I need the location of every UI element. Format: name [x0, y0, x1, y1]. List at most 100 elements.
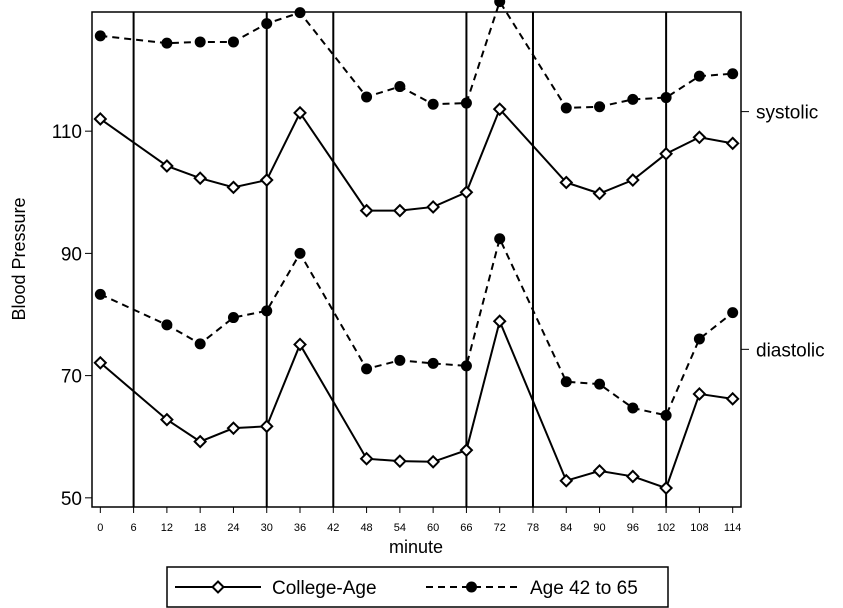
- y-tick-label: 70: [61, 367, 82, 388]
- x-tick-label: 12: [161, 522, 173, 534]
- x-tick-label: 72: [494, 522, 506, 534]
- data-point: [659, 146, 674, 161]
- data-point: [727, 307, 739, 319]
- x-tick-label: 0: [97, 522, 103, 534]
- data-point: [226, 180, 241, 195]
- data-point: [293, 337, 307, 352]
- x-tick-label: 6: [131, 522, 137, 534]
- data-point: [659, 481, 674, 495]
- data-point: [392, 454, 407, 469]
- data-point: [361, 91, 373, 103]
- data-point: [94, 288, 106, 300]
- legend-marker: [466, 581, 477, 593]
- data-point: [592, 186, 607, 201]
- data-point: [261, 18, 273, 30]
- data-point: [559, 473, 574, 488]
- data-point: [560, 102, 572, 114]
- data-point: [359, 203, 374, 218]
- x-tick-label: 36: [294, 522, 306, 534]
- data-point: [261, 305, 273, 317]
- data-point: [559, 175, 574, 190]
- series-layer: [93, 0, 740, 495]
- plot-frame: [91, 11, 742, 508]
- data-point: [460, 97, 472, 109]
- data-point: [459, 185, 474, 200]
- x-tick-label: 30: [261, 522, 273, 534]
- data-point: [693, 333, 705, 345]
- x-tick-label: 66: [460, 522, 472, 534]
- data-point: [594, 101, 606, 113]
- data-point: [94, 30, 106, 42]
- x-tick-label: 114: [724, 522, 742, 534]
- data-point: [194, 36, 206, 48]
- x-tick-label: 96: [627, 522, 639, 534]
- data-point: [394, 354, 406, 366]
- data-point: [692, 387, 707, 401]
- data-point: [492, 314, 507, 329]
- data-point: [693, 70, 705, 82]
- data-point: [494, 233, 506, 245]
- data-point: [194, 338, 206, 350]
- data-point: [361, 363, 373, 375]
- y-tick-label: 50: [61, 489, 82, 510]
- x-tick-label: 102: [657, 522, 675, 534]
- x-tick-label: 108: [690, 522, 708, 534]
- data-point: [459, 443, 474, 458]
- series-systolic-age-42-to-65: [94, 0, 739, 114]
- data-point: [93, 355, 108, 370]
- data-point: [725, 136, 740, 151]
- y-tick-label: 110: [52, 122, 82, 143]
- right-axis-label-diastolic: diastolic: [756, 340, 825, 361]
- x-tick-label: 18: [194, 522, 206, 534]
- data-point: [259, 419, 274, 434]
- y-axis: 50 70 90 110: [52, 122, 92, 510]
- data-point: [625, 469, 640, 484]
- data-point: [627, 402, 639, 414]
- legend-marker: [211, 580, 225, 594]
- data-point: [159, 412, 174, 427]
- y-axis-title: Blood Pressure: [9, 197, 29, 320]
- data-point: [692, 130, 707, 145]
- data-point: [392, 203, 407, 218]
- x-tick-label: 90: [593, 522, 605, 534]
- data-point: [394, 81, 406, 93]
- right-axis-label-systolic: systolic: [756, 103, 818, 124]
- data-point: [93, 112, 108, 126]
- right-axis: systolic diastolic: [741, 103, 825, 361]
- data-point: [193, 434, 208, 449]
- series-systolic-college-age: [93, 102, 740, 218]
- data-point: [592, 464, 607, 478]
- y-tick-label: 90: [61, 244, 82, 265]
- x-axis-title: minute: [389, 537, 443, 557]
- data-point: [293, 105, 307, 120]
- x-tick-label: 48: [360, 522, 372, 534]
- data-point: [427, 98, 439, 110]
- legend-label: College-Age: [272, 578, 377, 599]
- x-tick-label: 60: [427, 522, 439, 534]
- data-point: [226, 421, 241, 436]
- legend: College-Age Age 42 to 65: [166, 566, 669, 608]
- data-point: [660, 409, 672, 421]
- x-tick-label: 42: [327, 522, 339, 534]
- data-point: [359, 451, 374, 466]
- data-point: [594, 378, 606, 390]
- data-point: [227, 36, 239, 48]
- data-point: [427, 357, 439, 369]
- data-point: [227, 312, 239, 324]
- x-tick-label: 54: [394, 522, 406, 534]
- data-point: [426, 454, 441, 469]
- data-point: [159, 159, 174, 173]
- data-point: [560, 376, 572, 388]
- series-diastolic-college-age: [93, 314, 740, 495]
- x-tick-label: 78: [527, 522, 539, 534]
- data-point: [161, 319, 173, 331]
- x-axis: 0 6 12 18 24 30 36 42 48 54 60 66 72 78 84 90 96 102 108 11…: [97, 507, 741, 534]
- data-point: [492, 102, 507, 117]
- x-tick-label: 24: [227, 522, 239, 534]
- data-point: [161, 37, 173, 49]
- data-point: [625, 173, 640, 187]
- legend-label: Age 42 to 65: [530, 578, 638, 599]
- data-point: [725, 391, 740, 406]
